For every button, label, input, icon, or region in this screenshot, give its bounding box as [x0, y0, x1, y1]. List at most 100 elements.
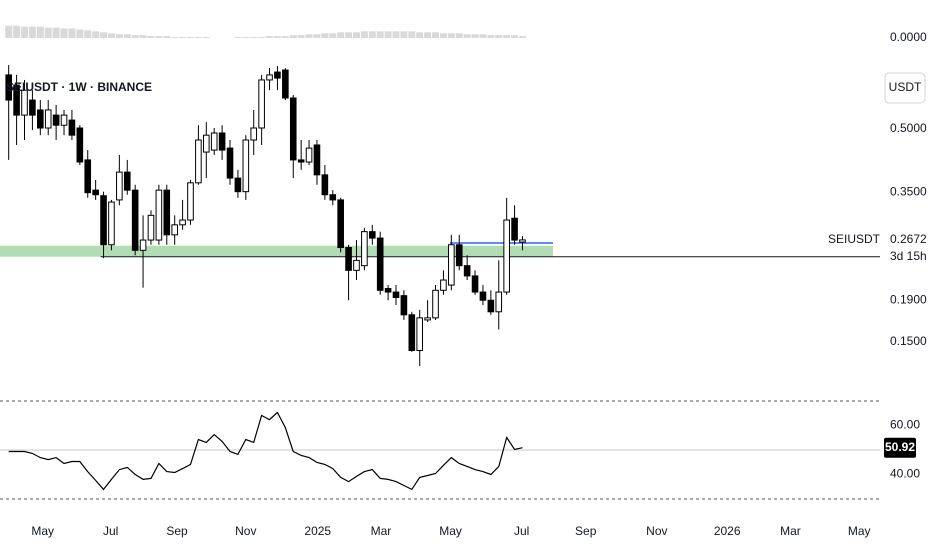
- candle-body: [289, 97, 297, 161]
- histogram-bar: [171, 37, 179, 38]
- candle-body: [424, 317, 431, 321]
- histogram-bar: [123, 34, 131, 38]
- candle-body: [345, 246, 352, 271]
- histogram-bar: [186, 37, 194, 38]
- y-tick-label: 0.1900: [890, 292, 927, 306]
- x-tick-label: 2026: [714, 524, 741, 538]
- currency-button[interactable]: [884, 72, 926, 104]
- candle-body: [274, 71, 281, 79]
- candle-body: [171, 224, 178, 236]
- candle-body: [479, 291, 487, 301]
- candle-body: [392, 291, 400, 298]
- histogram-bar: [321, 33, 329, 38]
- y-tick-label: 0.5000: [890, 121, 927, 135]
- histogram-bar: [139, 35, 147, 38]
- histogram-bar: [250, 37, 258, 38]
- x-tick-label: 2025: [304, 524, 331, 538]
- x-tick-label: Nov: [646, 524, 667, 538]
- histogram-bar: [234, 37, 242, 38]
- histogram-bar: [471, 34, 479, 38]
- histogram-bar: [432, 32, 440, 38]
- histogram-bar: [447, 33, 455, 38]
- currency-label[interactable]: USDT: [889, 80, 922, 94]
- histogram-bar: [455, 33, 463, 38]
- chart-title: SEIUSDT · 1W · BINANCE: [6, 80, 152, 94]
- histogram-bar: [242, 37, 250, 38]
- x-tick-label: Jul: [103, 524, 118, 538]
- candle-body: [250, 127, 258, 141]
- support-zone: [0, 245, 553, 257]
- histogram-bar: [163, 36, 171, 38]
- x-tick-label: Sep: [166, 524, 188, 538]
- candle-body: [5, 74, 12, 101]
- candle-body: [195, 139, 202, 184]
- candle-body: [68, 119, 76, 136]
- histogram-bar: [76, 29, 84, 38]
- x-tick-label: Mar: [371, 524, 392, 538]
- candle-body: [116, 171, 123, 201]
- histogram-bar: [289, 35, 297, 38]
- histogram-bar: [92, 31, 100, 38]
- candle-body: [463, 265, 471, 277]
- candle-body: [368, 231, 376, 239]
- histogram-bar: [408, 31, 416, 38]
- histogram-bar: [360, 31, 368, 38]
- histogram-bar: [392, 31, 400, 38]
- candle-body: [52, 114, 60, 126]
- candle-body: [234, 177, 242, 193]
- candle-body: [29, 99, 36, 116]
- candle-body: [266, 74, 273, 81]
- candle-body: [361, 231, 368, 267]
- histogram-bar: [503, 35, 511, 38]
- candle-body: [416, 317, 424, 352]
- histogram-bar: [305, 34, 313, 38]
- candle-body: [44, 109, 52, 129]
- histogram-bar: [400, 31, 408, 38]
- histogram-bar: [439, 33, 447, 38]
- x-tick-label: May: [848, 524, 871, 538]
- histogram-bar: [36, 26, 44, 38]
- histogram-bar: [297, 35, 305, 38]
- candle-body: [448, 244, 455, 286]
- histogram-bar: [479, 34, 487, 38]
- histogram-bar: [258, 37, 266, 38]
- candle-body: [305, 147, 313, 163]
- x-tick-label: Mar: [780, 524, 801, 538]
- histogram-bar: [44, 27, 52, 38]
- histogram-bar: [368, 31, 376, 38]
- y-tick-label: 40.00: [890, 467, 920, 481]
- candle-body: [321, 174, 329, 196]
- candle-body: [21, 89, 28, 116]
- histogram-bar: [28, 26, 36, 38]
- candle-body: [179, 219, 186, 226]
- candle-body: [13, 84, 20, 116]
- histogram-bar: [518, 36, 526, 38]
- histogram-bar: [194, 37, 202, 38]
- y-tick-label: 0.1500: [890, 334, 927, 348]
- candle-body: [400, 295, 408, 316]
- histogram-bar: [13, 25, 21, 38]
- candle-body: [60, 114, 68, 126]
- histogram-bar: [52, 27, 60, 38]
- histogram-bar: [179, 37, 187, 38]
- histogram-bar: [463, 34, 471, 38]
- candle-body: [37, 109, 44, 129]
- histogram-bar: [5, 25, 13, 38]
- candle-body: [503, 219, 510, 293]
- x-tick-label: Jul: [514, 524, 529, 538]
- histogram-bar: [424, 32, 432, 38]
- histogram-bar: [107, 33, 115, 38]
- candle-body: [313, 144, 321, 176]
- last-price-label: 0.2672: [890, 232, 927, 246]
- histogram-bar: [68, 28, 76, 38]
- candle-body: [519, 239, 526, 243]
- histogram-bar: [487, 35, 495, 38]
- countdown-label: 3d 15h: [890, 249, 927, 263]
- candle-body: [440, 279, 447, 291]
- candle-body: [376, 237, 384, 291]
- candle-body: [297, 159, 305, 163]
- candle-body: [139, 239, 147, 251]
- histogram-bar: [60, 28, 68, 38]
- candle-body: [203, 134, 210, 153]
